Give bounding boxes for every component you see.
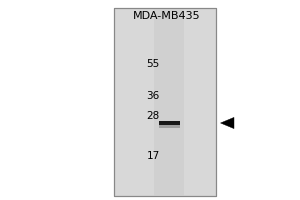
Bar: [114, 8, 216, 196]
Text: 55: 55: [146, 59, 160, 69]
Bar: [159, 121, 180, 125]
Bar: [114, 8, 216, 196]
Text: 28: 28: [146, 111, 160, 121]
Text: MDA-MB435: MDA-MB435: [133, 11, 200, 21]
Text: 36: 36: [146, 91, 160, 101]
Polygon shape: [220, 117, 234, 129]
Bar: [154, 8, 184, 196]
Text: 17: 17: [146, 151, 160, 161]
Bar: [159, 121, 180, 123]
Bar: [159, 125, 180, 128]
